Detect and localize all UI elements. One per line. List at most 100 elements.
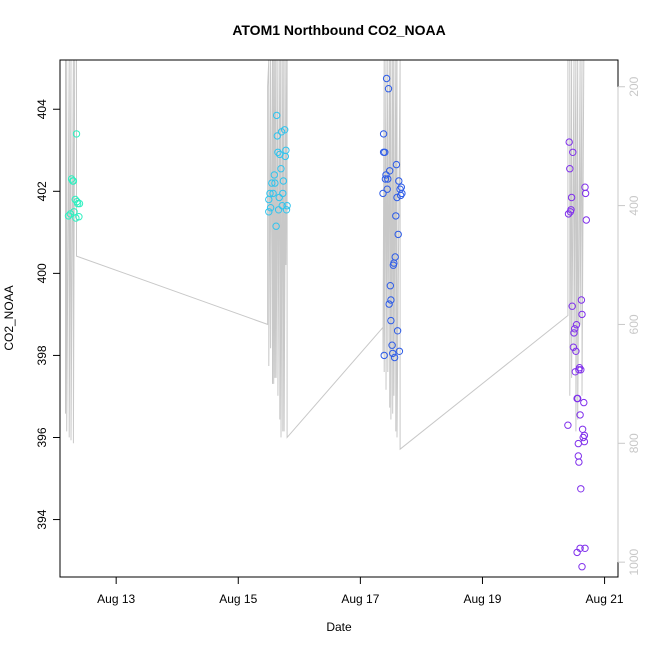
data-point: [580, 398, 588, 407]
data-point: [272, 222, 280, 230]
data-point: [392, 160, 401, 169]
right-tick-label: 600: [627, 314, 641, 334]
data-point: [576, 544, 584, 552]
data-point: [266, 189, 274, 198]
data-point: [274, 148, 282, 157]
series-2: [265, 111, 291, 230]
data-point: [386, 282, 394, 290]
data-point: [387, 296, 395, 304]
right-tick-label: 1000: [627, 548, 641, 575]
data-point: [275, 193, 283, 202]
series-4: [564, 138, 590, 571]
y-tick-label: 404: [35, 99, 49, 119]
data-point: [392, 212, 400, 220]
y-axis: 394 396 398 400 402 404: [35, 99, 61, 530]
data-point: [389, 349, 397, 358]
data-point: [75, 213, 83, 221]
data-point: [580, 431, 589, 440]
data-point: [282, 206, 291, 214]
data-point: [572, 321, 581, 329]
x-axis-label: Date: [326, 620, 352, 634]
data-point: [394, 230, 402, 239]
data-point: [395, 347, 404, 355]
x-tick-label: Aug 21: [586, 592, 624, 606]
data-point: [269, 189, 277, 198]
chart-title: ATOM1 Northbound CO2_NOAA: [232, 22, 445, 38]
data-point: [575, 458, 583, 466]
data-point: [71, 195, 80, 204]
altitude-line-layer: [65, 60, 585, 451]
data-point: [266, 204, 275, 212]
data-point: [278, 202, 286, 210]
data-point: [75, 199, 84, 208]
data-point: [381, 148, 389, 157]
data-point: [577, 366, 585, 374]
data-point: [574, 394, 582, 403]
data-point: [397, 191, 405, 200]
data-point: [388, 341, 396, 349]
data-point: [569, 343, 578, 351]
x-tick-label: Aug 15: [219, 592, 257, 606]
y-tick-label: 398: [35, 345, 49, 365]
data-point: [570, 329, 578, 337]
data-point: [274, 206, 283, 214]
right-tick-label: 800: [627, 433, 641, 453]
data-point: [393, 193, 401, 202]
data-point: [72, 130, 81, 138]
data-point: [567, 193, 576, 202]
x-axis: Aug 13 Aug 15 Aug 17 Aug 19 Aug 21: [97, 576, 624, 606]
data-point: [380, 351, 388, 360]
data-point: [382, 171, 390, 179]
data-points-layer: [64, 74, 590, 571]
data-point: [268, 179, 276, 187]
data-point: [581, 189, 590, 198]
data-point: [283, 202, 291, 210]
data-point: [271, 179, 279, 187]
data-point: [391, 253, 399, 261]
data-point: [578, 563, 586, 571]
data-point: [387, 316, 395, 325]
data-point: [566, 165, 574, 173]
data-point: [578, 310, 586, 319]
data-point: [398, 189, 406, 198]
data-point: [564, 210, 573, 218]
data-point: [384, 85, 393, 93]
data-point: [270, 171, 278, 179]
data-point: [379, 130, 388, 138]
data-point: [384, 175, 392, 183]
series-3: [379, 74, 406, 362]
data-point: [582, 216, 590, 224]
data-point: [572, 347, 580, 355]
data-point: [383, 185, 391, 193]
data-point: [282, 146, 290, 155]
y-tick-label: 400: [35, 263, 49, 283]
altitude-line: [65, 60, 585, 451]
data-point: [385, 300, 393, 308]
data-point: [569, 148, 577, 157]
y-tick-label: 394: [35, 509, 49, 529]
data-point: [567, 206, 575, 214]
data-point: [379, 189, 387, 198]
data-point: [565, 138, 573, 146]
data-point: [279, 189, 287, 198]
data-point: [265, 208, 273, 216]
x-tick-label: Aug 19: [463, 592, 501, 606]
right-axis: 200 400 600 800 1000: [617, 76, 641, 575]
data-point: [581, 544, 589, 552]
data-point: [393, 327, 402, 335]
data-point: [386, 167, 394, 175]
right-tick-label: 400: [627, 195, 641, 215]
x-tick-label: Aug 17: [341, 592, 379, 606]
data-point: [279, 177, 288, 185]
data-point: [66, 210, 75, 218]
data-point: [575, 364, 584, 372]
data-point: [277, 165, 285, 173]
data-point: [395, 177, 403, 185]
data-point: [564, 421, 572, 429]
data-point: [390, 353, 399, 362]
data-point: [571, 325, 579, 333]
data-point: [67, 175, 76, 183]
series-1: [64, 130, 84, 222]
